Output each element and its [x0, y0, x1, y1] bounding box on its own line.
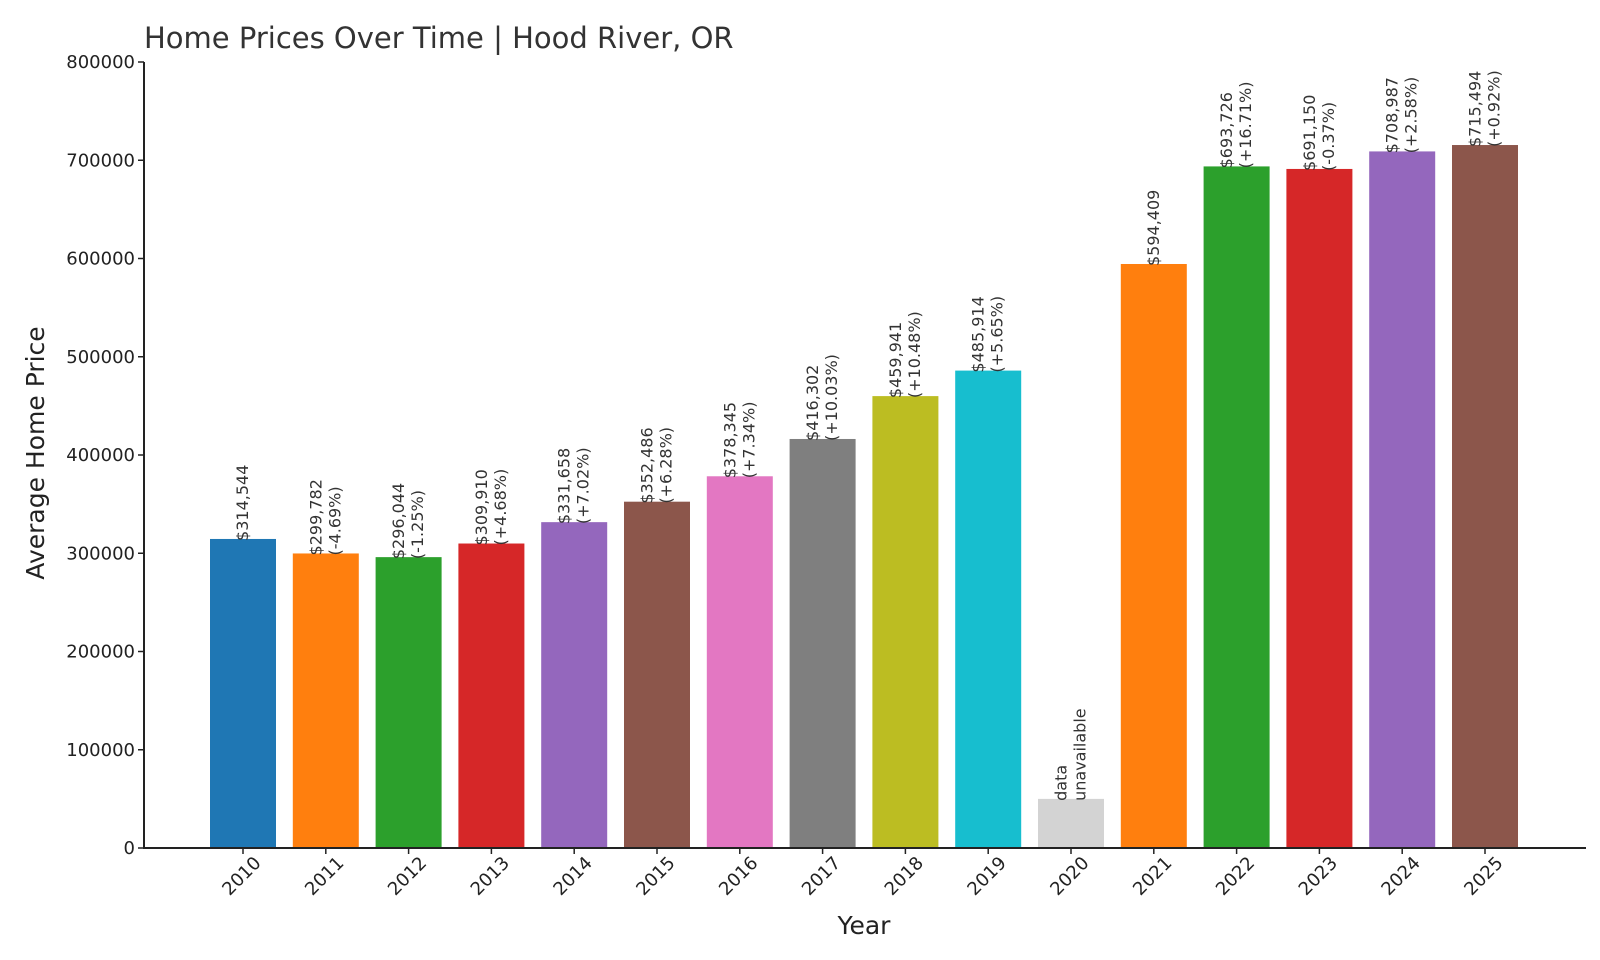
bar-2022: [1203, 166, 1270, 849]
bar-value-label: (+7.34%): [739, 402, 758, 479]
bar-value-label: $296,044: [389, 483, 408, 559]
y-tick-label: 600000: [66, 249, 135, 270]
chart-title: Home Prices Over Time | Hood River, OR: [144, 21, 734, 55]
x-tick-label: 2015: [632, 853, 679, 900]
bars: [210, 145, 1518, 849]
x-axis-label: Year: [837, 911, 892, 940]
bar-2014: [541, 522, 608, 848]
y-tick-label: 200000: [66, 642, 135, 663]
bar-2025: [1452, 145, 1518, 848]
bar-value-label: (+0.92%): [1485, 70, 1504, 147]
x-tick-label: 2024: [1377, 853, 1424, 900]
bar-value-label: (+6.28%): [657, 427, 676, 504]
bar-value-label: unavailable: [1071, 708, 1090, 801]
x-tick-label: 2020: [1046, 853, 1093, 900]
x-tick-label: 2010: [218, 853, 265, 900]
bar-value-label: (-1.25%): [408, 490, 427, 559]
x-axis-ticks: 2010 2011 2012 2013 2014 2015 2016 2017 2018 2019…: [218, 848, 1508, 900]
bar-2010: [210, 538, 276, 848]
bar-2018: [872, 396, 939, 848]
x-tick-label: 2016: [715, 853, 762, 900]
x-tick-label: 2018: [881, 853, 928, 900]
y-tick-label: 500000: [66, 347, 135, 368]
y-axis-ticks: 0 100000 200000 300000 400000 500000 600000 700…: [66, 52, 144, 859]
x-tick-label: 2011: [301, 853, 348, 900]
y-tick-label: 0: [124, 838, 135, 859]
bar-2024: [1369, 151, 1436, 848]
x-tick-label: 2025: [1460, 853, 1507, 900]
bar-value-label: $314,544: [233, 465, 252, 541]
y-tick-label: 700000: [66, 150, 135, 171]
bar-value-label: $708,987: [1383, 77, 1402, 153]
x-tick-label: 2014: [549, 853, 596, 900]
bar-value-label: (+2.58%): [1402, 77, 1421, 154]
bar-value-label: (-4.69%): [325, 486, 344, 555]
bar-2021: [1120, 263, 1187, 848]
bar-value-label: $715,494: [1466, 71, 1485, 147]
x-tick-label: 2012: [384, 853, 431, 900]
bar-value-label: (+10.03%): [822, 354, 841, 441]
bar-2015: [624, 501, 690, 848]
bar-2013: [458, 543, 525, 848]
bar-2019: [955, 370, 1022, 848]
bar-labels: $314,544 $299,782 (-4.69%) $296,044 (-1.25%)…: [233, 70, 1504, 801]
bar-value-label: (+4.68%): [491, 469, 510, 546]
bar-value-label: $331,658: [555, 448, 574, 524]
bar-value-label: data: [1052, 765, 1071, 801]
bar-value-label: $352,486: [638, 427, 657, 503]
bar-value-label: (+7.02%): [574, 447, 593, 524]
bar-value-label: $691,150: [1300, 95, 1319, 171]
bar-value-label: (+16.71%): [1236, 82, 1255, 169]
bar-2023: [1286, 168, 1353, 848]
y-tick-label: 400000: [66, 445, 135, 466]
x-tick-label: 2017: [798, 853, 845, 900]
bar-value-label: $299,782: [306, 479, 325, 555]
bar-2012: [375, 557, 442, 848]
bar-2017: [789, 438, 856, 848]
bar-value-label: $594,409: [1144, 190, 1163, 266]
bar-value-label: $485,914: [969, 296, 988, 372]
bar-value-label: $459,941: [886, 322, 905, 398]
bar-2020: [1038, 798, 1104, 848]
bar-2011: [292, 553, 359, 848]
x-tick-label: 2019: [963, 853, 1010, 900]
y-tick-label: 800000: [66, 52, 135, 73]
bar-value-label: $378,345: [720, 402, 739, 478]
y-tick-label: 300000: [66, 543, 135, 564]
y-tick-label: 100000: [66, 740, 135, 761]
bar-value-label: $416,302: [803, 365, 822, 441]
x-tick-label: 2022: [1212, 853, 1259, 900]
bar-value-label: (+5.65%): [988, 296, 1007, 373]
bar-value-label: $309,910: [472, 469, 491, 545]
x-tick-label: 2023: [1295, 853, 1342, 900]
bar-value-label: $693,726: [1217, 92, 1236, 168]
y-axis-label: Average Home Price: [21, 326, 50, 579]
x-tick-label: 2013: [467, 853, 514, 900]
x-tick-label: 2021: [1129, 853, 1176, 900]
bar-value-label: (+10.48%): [905, 311, 924, 398]
bar-2016: [706, 476, 773, 848]
bar-value-label: (-0.37%): [1319, 102, 1338, 171]
